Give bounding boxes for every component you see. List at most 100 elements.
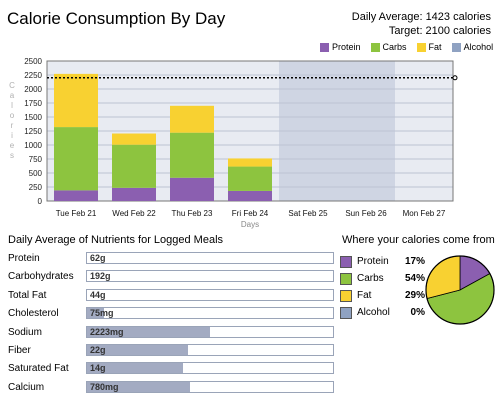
- nutrient-bar: 780mg: [86, 380, 334, 393]
- pie-legend-swatch: [340, 255, 352, 268]
- nutrient-bar: 62g: [86, 252, 334, 264]
- nutrient-value: 780mg: [90, 381, 119, 392]
- nutrient-label: Calcium: [8, 381, 45, 393]
- legend-swatch-protein: [320, 42, 329, 52]
- pie-legend-name: Carbs: [357, 273, 384, 284]
- nutrient-row: Calcium 780mg: [8, 379, 334, 397]
- bar-protein-3: [228, 190, 272, 201]
- nutrient-label: Fiber: [8, 345, 31, 356]
- y-tick-label: 1250: [24, 127, 42, 136]
- nutrient-row: Total Fat 44g: [8, 287, 334, 305]
- nutrient-label: Saturated Fat: [8, 363, 69, 375]
- pie-legend-swatch: [340, 272, 352, 285]
- pie-legend-swatch: [340, 306, 352, 319]
- nutrient-bar: 2223mg: [86, 325, 334, 338]
- y-tick-label: 500: [29, 169, 43, 178]
- y-tick-label: 2000: [24, 85, 42, 94]
- nutrient-row: Carbohydrates 192g: [8, 268, 334, 286]
- pie-legend-name: Fat: [357, 290, 372, 301]
- nutrient-value: 22g: [90, 345, 106, 355]
- bar-carbs-3: [228, 166, 272, 191]
- chart-legend: Protein Carbs Fat Alcohol: [320, 42, 493, 52]
- y-tick-label: 1000: [24, 141, 42, 150]
- pie-legend-percent: 29%: [404, 290, 425, 301]
- nutrient-value: 14g: [90, 363, 106, 374]
- legend-item-protein: Protein: [320, 42, 361, 52]
- bar-carbs-2: [170, 132, 214, 178]
- legend-item-alcohol: Alcohol: [451, 42, 493, 52]
- y-tick-label: 750: [29, 155, 43, 164]
- nutrient-bar-fill: [87, 381, 191, 392]
- pie-legend-item-protein: Protein 17%: [340, 253, 425, 270]
- nutrient-value: 75mg: [90, 308, 114, 319]
- pie-legend-percent: 0%: [410, 307, 425, 318]
- legend-label-carbs: Carbs: [382, 42, 407, 52]
- legend-swatch-alcohol: [451, 42, 461, 52]
- pie-legend-item-fat: Fat 29%: [340, 287, 425, 304]
- pie-legend-item-carbs: Carbs 54%: [340, 270, 425, 287]
- bar-carbs-0: [54, 127, 98, 191]
- pie-legend-swatch: [340, 289, 352, 302]
- x-tick-label: Sat Feb 25: [288, 209, 328, 218]
- calorie-summary: Daily Average: 1423 calories Target: 210…: [352, 10, 491, 38]
- pie-outline: [425, 255, 495, 325]
- nutrient-row: Saturated Fat 14g: [8, 360, 334, 378]
- nutrients-title: Daily Average of Nutrients for Logged Me…: [8, 234, 224, 246]
- nutrient-value: 2223mg: [90, 326, 124, 337]
- target-line-end: [452, 75, 458, 81]
- legend-label-protein: Protein: [332, 42, 361, 52]
- nutrient-value: 62g: [90, 253, 106, 263]
- legend-item-fat: Fat: [416, 42, 442, 52]
- pie-legend-name: Alcohol: [357, 307, 390, 318]
- legend-item-carbs: Carbs: [370, 42, 407, 52]
- nutrient-bar-fill: [87, 363, 183, 374]
- legend-swatch-carbs: [370, 42, 380, 52]
- pie-legend-percent: 17%: [404, 256, 425, 267]
- bar-fat-1: [112, 133, 156, 145]
- nutrient-row: Sodium 2223mg: [8, 324, 334, 342]
- legend-swatch-fat: [416, 42, 426, 52]
- daily-average-text: Daily Average: 1423 calories: [351, 11, 491, 23]
- x-tick-label: Wed Feb 22: [112, 209, 156, 218]
- nutrient-row: Protein 62g: [8, 250, 334, 268]
- sources-title: Where your calories come from: [342, 234, 495, 246]
- bar-carbs-1: [112, 144, 156, 188]
- target-text: Target: 2100 calories: [388, 25, 491, 37]
- bar-fat-3: [228, 158, 272, 167]
- bar-protein-0: [54, 190, 98, 201]
- nutrient-label: Total Fat: [8, 289, 47, 301]
- y-tick-label: 0: [38, 197, 43, 206]
- y-tick-label: 1500: [24, 113, 42, 122]
- calorie-source-pie: [425, 255, 495, 325]
- y-tick-label: 250: [29, 183, 43, 192]
- nutrient-label: Protein: [8, 253, 40, 264]
- pie-legend-percent: 54%: [404, 273, 425, 284]
- nutrient-row: Cholesterol 75mg: [8, 305, 334, 323]
- nutrient-bar-fill: [87, 326, 210, 337]
- pie-legend-item-alcohol: Alcohol 0%: [340, 304, 425, 321]
- legend-label-fat: Fat: [428, 42, 442, 52]
- nutrient-bar-fill: [87, 308, 105, 319]
- pie-legend: Protein 17% Carbs 54% Fat 29% Alcohol 0%: [340, 253, 425, 321]
- nutrient-row: Fiber 22g: [8, 342, 334, 360]
- y-tick-label: 1750: [24, 99, 42, 108]
- bar-fat-0: [54, 73, 98, 128]
- nutrient-value: 44g: [90, 289, 106, 300]
- nutrient-value: 192g: [90, 271, 111, 282]
- nutrient-bar: 44g: [86, 288, 334, 301]
- nutrient-bar: 22g: [86, 344, 334, 356]
- y-tick-label: 2500: [24, 57, 42, 66]
- nutrient-bar: 14g: [86, 362, 334, 375]
- x-tick-label: Thu Feb 23: [172, 209, 213, 218]
- pie-legend-name: Protein: [357, 256, 389, 267]
- nutrient-bar: 192g: [86, 270, 334, 283]
- y-tick-label: 2250: [24, 71, 42, 80]
- nutrient-bar: 75mg: [86, 307, 334, 320]
- nutrient-label: Carbohydrates: [8, 271, 74, 283]
- calorie-bar-chart: 0 250 500 750 1000 1250 1500 1750 2000 2250 2500 Tu…: [9, 57, 458, 229]
- x-tick-label: Mon Feb 27: [403, 209, 446, 218]
- bar-protein-1: [112, 187, 156, 201]
- nutrient-label: Cholesterol: [8, 308, 59, 320]
- x-tick-label: Sun Feb 26: [345, 209, 387, 218]
